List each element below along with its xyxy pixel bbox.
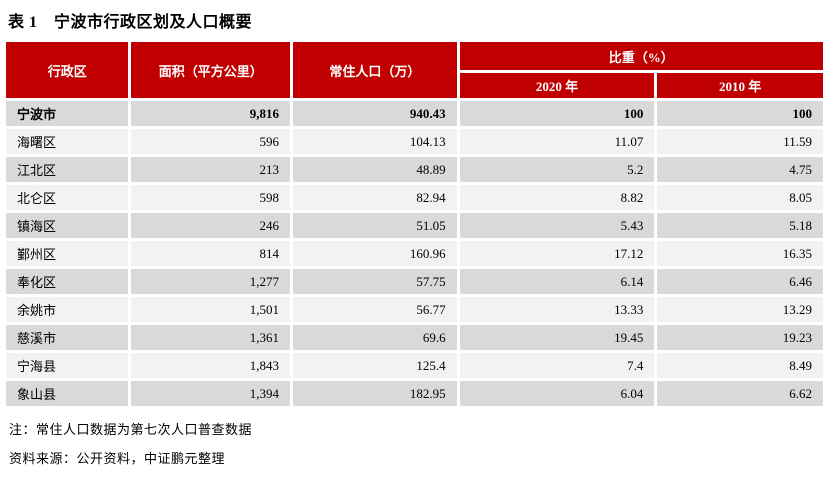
table-footnotes: 注：常住人口数据为第七次人口普查数据 资料来源：公开资料，中证鹏元整理	[9, 419, 826, 467]
proportion-2020-cell: 6.04	[459, 381, 655, 406]
area-cell: 814	[131, 241, 291, 266]
proportion-2020-cell: 11.07	[459, 129, 655, 154]
column-header-population: 常住人口（万）	[293, 42, 457, 98]
table-row: 江北区 213 48.89 5.2 4.75	[6, 157, 823, 182]
population-cell: 182.95	[293, 381, 457, 406]
column-header-area: 面积（平方公里）	[131, 42, 291, 98]
population-table: 行政区 面积（平方公里） 常住人口（万） 比重（%） 2020 年 2010 年…	[3, 39, 826, 409]
table-row: 宁波市 9,816 940.43 100 100	[6, 101, 823, 126]
area-cell: 1,394	[131, 381, 291, 406]
population-cell: 160.96	[293, 241, 457, 266]
population-cell: 56.77	[293, 297, 457, 322]
table-row: 余姚市 1,501 56.77 13.33 13.29	[6, 297, 823, 322]
table-row: 海曙区 596 104.13 11.07 11.59	[6, 129, 823, 154]
area-cell: 598	[131, 185, 291, 210]
column-header-year-2010: 2010 年	[657, 73, 823, 98]
region-cell: 象山县	[6, 381, 129, 406]
footnote-data-note: 注：常住人口数据为第七次人口普查数据	[9, 422, 253, 437]
proportion-2010-cell: 100	[657, 101, 823, 126]
population-cell: 125.4	[293, 353, 457, 378]
proportion-2010-cell: 13.29	[657, 297, 823, 322]
footnote-source: 资料来源：公开资料，中证鹏元整理	[9, 451, 226, 466]
proportion-2010-cell: 19.23	[657, 325, 823, 350]
proportion-2010-cell: 8.49	[657, 353, 823, 378]
region-cell: 江北区	[6, 157, 129, 182]
population-cell: 104.13	[293, 129, 457, 154]
table-row: 镇海区 246 51.05 5.43 5.18	[6, 213, 823, 238]
proportion-2020-cell: 13.33	[459, 297, 655, 322]
region-cell: 宁波市	[6, 101, 129, 126]
area-cell: 1,501	[131, 297, 291, 322]
proportion-2010-cell: 5.18	[657, 213, 823, 238]
proportion-2020-cell: 100	[459, 101, 655, 126]
population-cell: 48.89	[293, 157, 457, 182]
proportion-2010-cell: 16.35	[657, 241, 823, 266]
column-header-region: 行政区	[6, 42, 129, 98]
region-cell: 奉化区	[6, 269, 129, 294]
population-cell: 69.6	[293, 325, 457, 350]
table-row: 宁海县 1,843 125.4 7.4 8.49	[6, 353, 823, 378]
proportion-2010-cell: 4.75	[657, 157, 823, 182]
area-cell: 596	[131, 129, 291, 154]
area-cell: 9,816	[131, 101, 291, 126]
area-cell: 213	[131, 157, 291, 182]
proportion-2020-cell: 17.12	[459, 241, 655, 266]
proportion-2020-cell: 19.45	[459, 325, 655, 350]
table-row: 奉化区 1,277 57.75 6.14 6.46	[6, 269, 823, 294]
table-title: 表 1 宁波市行政区划及人口概要	[8, 14, 253, 31]
region-cell: 余姚市	[6, 297, 129, 322]
proportion-2010-cell: 6.46	[657, 269, 823, 294]
area-cell: 1,361	[131, 325, 291, 350]
area-cell: 1,277	[131, 269, 291, 294]
table-body: 宁波市 9,816 940.43 100 100 海曙区 596 104.13 11.07 11.…	[6, 101, 823, 406]
region-cell: 慈溪市	[6, 325, 129, 350]
population-cell: 57.75	[293, 269, 457, 294]
region-cell: 北仑区	[6, 185, 129, 210]
column-header-proportion-group: 比重（%）	[459, 42, 823, 70]
proportion-2020-cell: 5.2	[459, 157, 655, 182]
population-cell: 51.05	[293, 213, 457, 238]
region-cell: 宁海县	[6, 353, 129, 378]
proportion-2010-cell: 8.05	[657, 185, 823, 210]
table-row: 象山县 1,394 182.95 6.04 6.62	[6, 381, 823, 406]
proportion-2010-cell: 11.59	[657, 129, 823, 154]
proportion-2020-cell: 5.43	[459, 213, 655, 238]
proportion-2020-cell: 8.82	[459, 185, 655, 210]
region-cell: 鄞州区	[6, 241, 129, 266]
region-cell: 镇海区	[6, 213, 129, 238]
area-cell: 246	[131, 213, 291, 238]
population-cell: 940.43	[293, 101, 457, 126]
proportion-2010-cell: 6.62	[657, 381, 823, 406]
table-row: 慈溪市 1,361 69.6 19.45 19.23	[6, 325, 823, 350]
proportion-2020-cell: 7.4	[459, 353, 655, 378]
table-header: 行政区 面积（平方公里） 常住人口（万） 比重（%） 2020 年 2010 年	[6, 42, 823, 98]
region-cell: 海曙区	[6, 129, 129, 154]
area-cell: 1,843	[131, 353, 291, 378]
proportion-2020-cell: 6.14	[459, 269, 655, 294]
table-row: 北仑区 598 82.94 8.82 8.05	[6, 185, 823, 210]
table-row: 鄞州区 814 160.96 17.12 16.35	[6, 241, 823, 266]
population-cell: 82.94	[293, 185, 457, 210]
column-header-year-2020: 2020 年	[459, 73, 655, 98]
